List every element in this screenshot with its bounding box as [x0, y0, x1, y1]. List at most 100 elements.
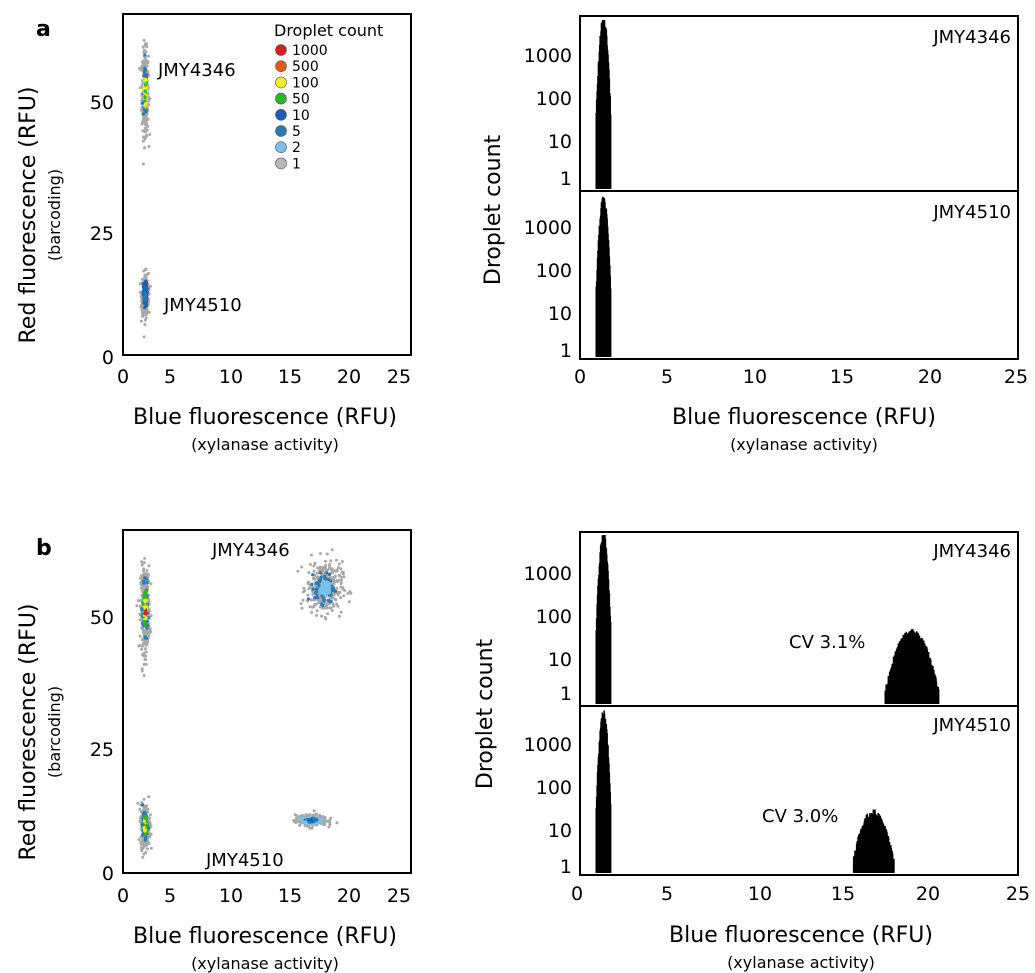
- scatter-point: [336, 604, 340, 608]
- scatter-point: [308, 820, 312, 824]
- scatter-point: [321, 814, 324, 818]
- scatter-point: [145, 580, 149, 585]
- scatter-point: [149, 824, 153, 828]
- scatter-point: [144, 650, 148, 654]
- scatter-point: [144, 636, 149, 640]
- scatter-point: [144, 313, 148, 317]
- scatter-point: [299, 817, 303, 821]
- scatter-point: [318, 814, 322, 818]
- tick-label: 5: [661, 883, 673, 905]
- scatter-point: [145, 847, 149, 851]
- scatter-point: [142, 810, 146, 814]
- legend-label: 500: [292, 59, 319, 75]
- scatter-point: [147, 271, 150, 275]
- scatter-point: [323, 606, 327, 610]
- tick-label: 25: [387, 366, 411, 388]
- scatter-point: [331, 602, 335, 606]
- tick-label: 100: [536, 606, 572, 628]
- scatter-point: [325, 582, 329, 586]
- histogram-b-xticks: 0 5 10 15 20 25: [571, 883, 1030, 905]
- scatter-point: [322, 582, 326, 586]
- scatter-a-annotation-jmy4346: JMY4346: [157, 60, 236, 81]
- scatter-point: [142, 674, 146, 677]
- scatter-point: [315, 609, 319, 613]
- legend-title: Droplet count: [274, 21, 383, 40]
- histogram-a-strain-bottom: JMY4510: [932, 202, 1011, 223]
- tick-label: 5: [164, 366, 176, 388]
- scatter-point: [342, 594, 346, 598]
- scatter-point: [340, 560, 344, 563]
- scatter-b-annotation-jmy4346: JMY4346: [211, 540, 290, 561]
- scatter-point: [292, 820, 296, 823]
- scatter-point: [143, 647, 147, 651]
- histogram-b-yticks-bottom: 1000 100 10 1: [524, 734, 572, 878]
- scatter-point: [144, 130, 148, 133]
- histogram-b-yticks-top: 1000 100 10 1: [524, 563, 572, 705]
- scatter-point: [331, 570, 335, 574]
- scatter-point: [141, 642, 145, 646]
- scatter-point: [143, 624, 147, 628]
- scatter-point: [144, 268, 148, 272]
- scatter-point: [142, 269, 146, 273]
- scatter-point: [144, 662, 148, 666]
- scatter-point: [310, 826, 314, 830]
- scatter-point: [144, 289, 148, 293]
- scatter-point: [341, 587, 345, 591]
- scatter-point: [146, 59, 150, 63]
- scatter-point: [312, 576, 315, 580]
- scatter-b-points: [135, 548, 353, 859]
- histogram-b-ylabel: Droplet count: [473, 638, 498, 789]
- scatter-point: [342, 575, 346, 579]
- scatter-point: [144, 589, 148, 593]
- tick-label: 10: [548, 649, 572, 671]
- scatter-point: [147, 310, 151, 314]
- scatter-point: [143, 66, 147, 70]
- scatter-point: [296, 569, 300, 573]
- scatter-point: [318, 565, 322, 569]
- scatter-point: [309, 563, 312, 566]
- scatter-point: [300, 565, 304, 569]
- scatter-point: [144, 844, 148, 848]
- tick-label: 1000: [524, 734, 572, 756]
- scatter-point: [322, 567, 326, 571]
- scatter-point: [149, 846, 153, 850]
- scatter-b-annotation-jmy4510: JMY4510: [205, 850, 284, 871]
- scatter-point: [141, 101, 145, 105]
- scatter-point: [137, 67, 141, 70]
- scatter-point: [143, 612, 147, 616]
- scatter-point: [304, 820, 308, 824]
- scatter-point: [297, 817, 301, 821]
- scatter-point: [139, 586, 143, 590]
- scatter-point: [142, 117, 146, 121]
- histogram-bar: [893, 858, 895, 873]
- scatter-point: [336, 566, 340, 569]
- scatter-point: [141, 313, 145, 316]
- scatter-point: [140, 308, 144, 312]
- histogram-a-xlabel: Blue fluorescence (RFU): [672, 405, 936, 430]
- scatter-point: [143, 620, 147, 624]
- scatter-point: [141, 855, 145, 859]
- scatter-point: [299, 602, 303, 606]
- scatter-point: [140, 669, 144, 673]
- scatter-point: [143, 292, 147, 296]
- scatter-point: [148, 609, 152, 612]
- scatter-point: [145, 642, 149, 646]
- histogram-b-xlabel-sub: (xylanase activity): [727, 953, 875, 972]
- scatter-point: [340, 570, 344, 574]
- scatter-point: [144, 42, 148, 46]
- scatter-point: [142, 335, 146, 339]
- histogram-bar: [609, 622, 612, 704]
- scatter-point: [337, 574, 341, 577]
- scatter-point: [334, 558, 338, 562]
- tick-label: 10: [219, 366, 243, 388]
- scatter-point: [320, 820, 324, 824]
- scatter-point: [144, 298, 148, 302]
- scatter-a-xlabel: Blue fluorescence (RFU): [133, 405, 397, 430]
- scatter-point: [144, 807, 148, 811]
- scatter-point: [307, 587, 311, 591]
- scatter-point: [149, 582, 153, 586]
- legend-label: 100: [292, 75, 319, 91]
- tick-label: 20: [918, 366, 942, 388]
- tick-label: 15: [830, 366, 854, 388]
- scatter-point: [324, 568, 328, 572]
